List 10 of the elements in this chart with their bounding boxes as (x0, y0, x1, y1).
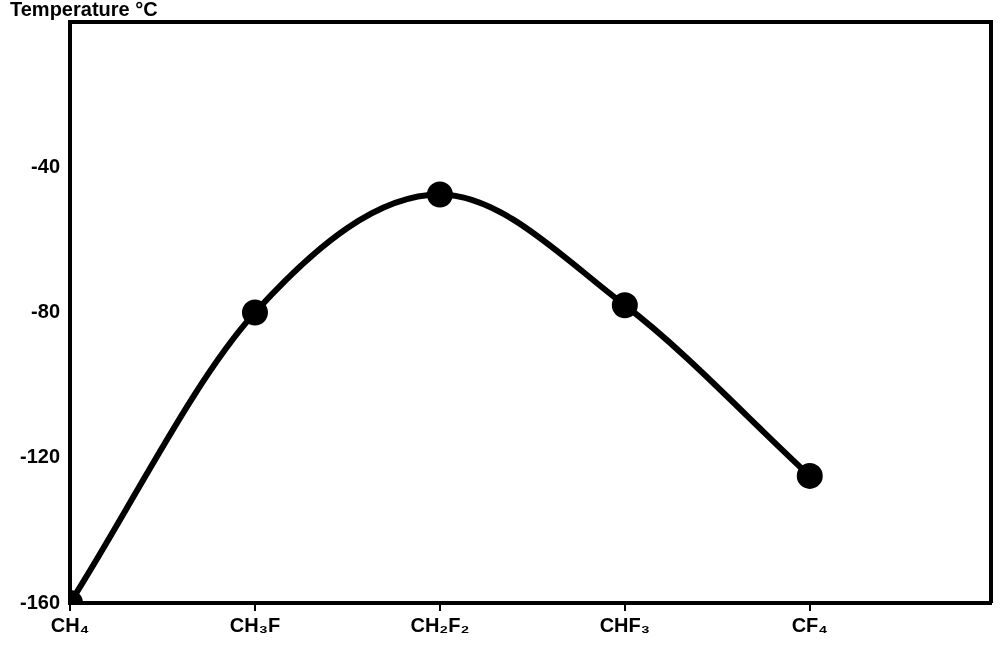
y-tick-label: -160 (20, 590, 61, 613)
x-tick-label: CH₂F₂ (410, 613, 470, 636)
x-tick-label: CH₃F (229, 613, 281, 636)
x-tick-label: CHF₃ (599, 613, 651, 636)
y-tick-label: -80 (31, 300, 61, 323)
y-tick-label: -120 (20, 445, 61, 468)
y-axis-title: Temperature °C (10, 0, 158, 20)
x-tick-label: CH₄ (50, 613, 90, 636)
y-tick-label: -40 (31, 154, 61, 177)
x-tick-label: CF₄ (791, 613, 828, 636)
